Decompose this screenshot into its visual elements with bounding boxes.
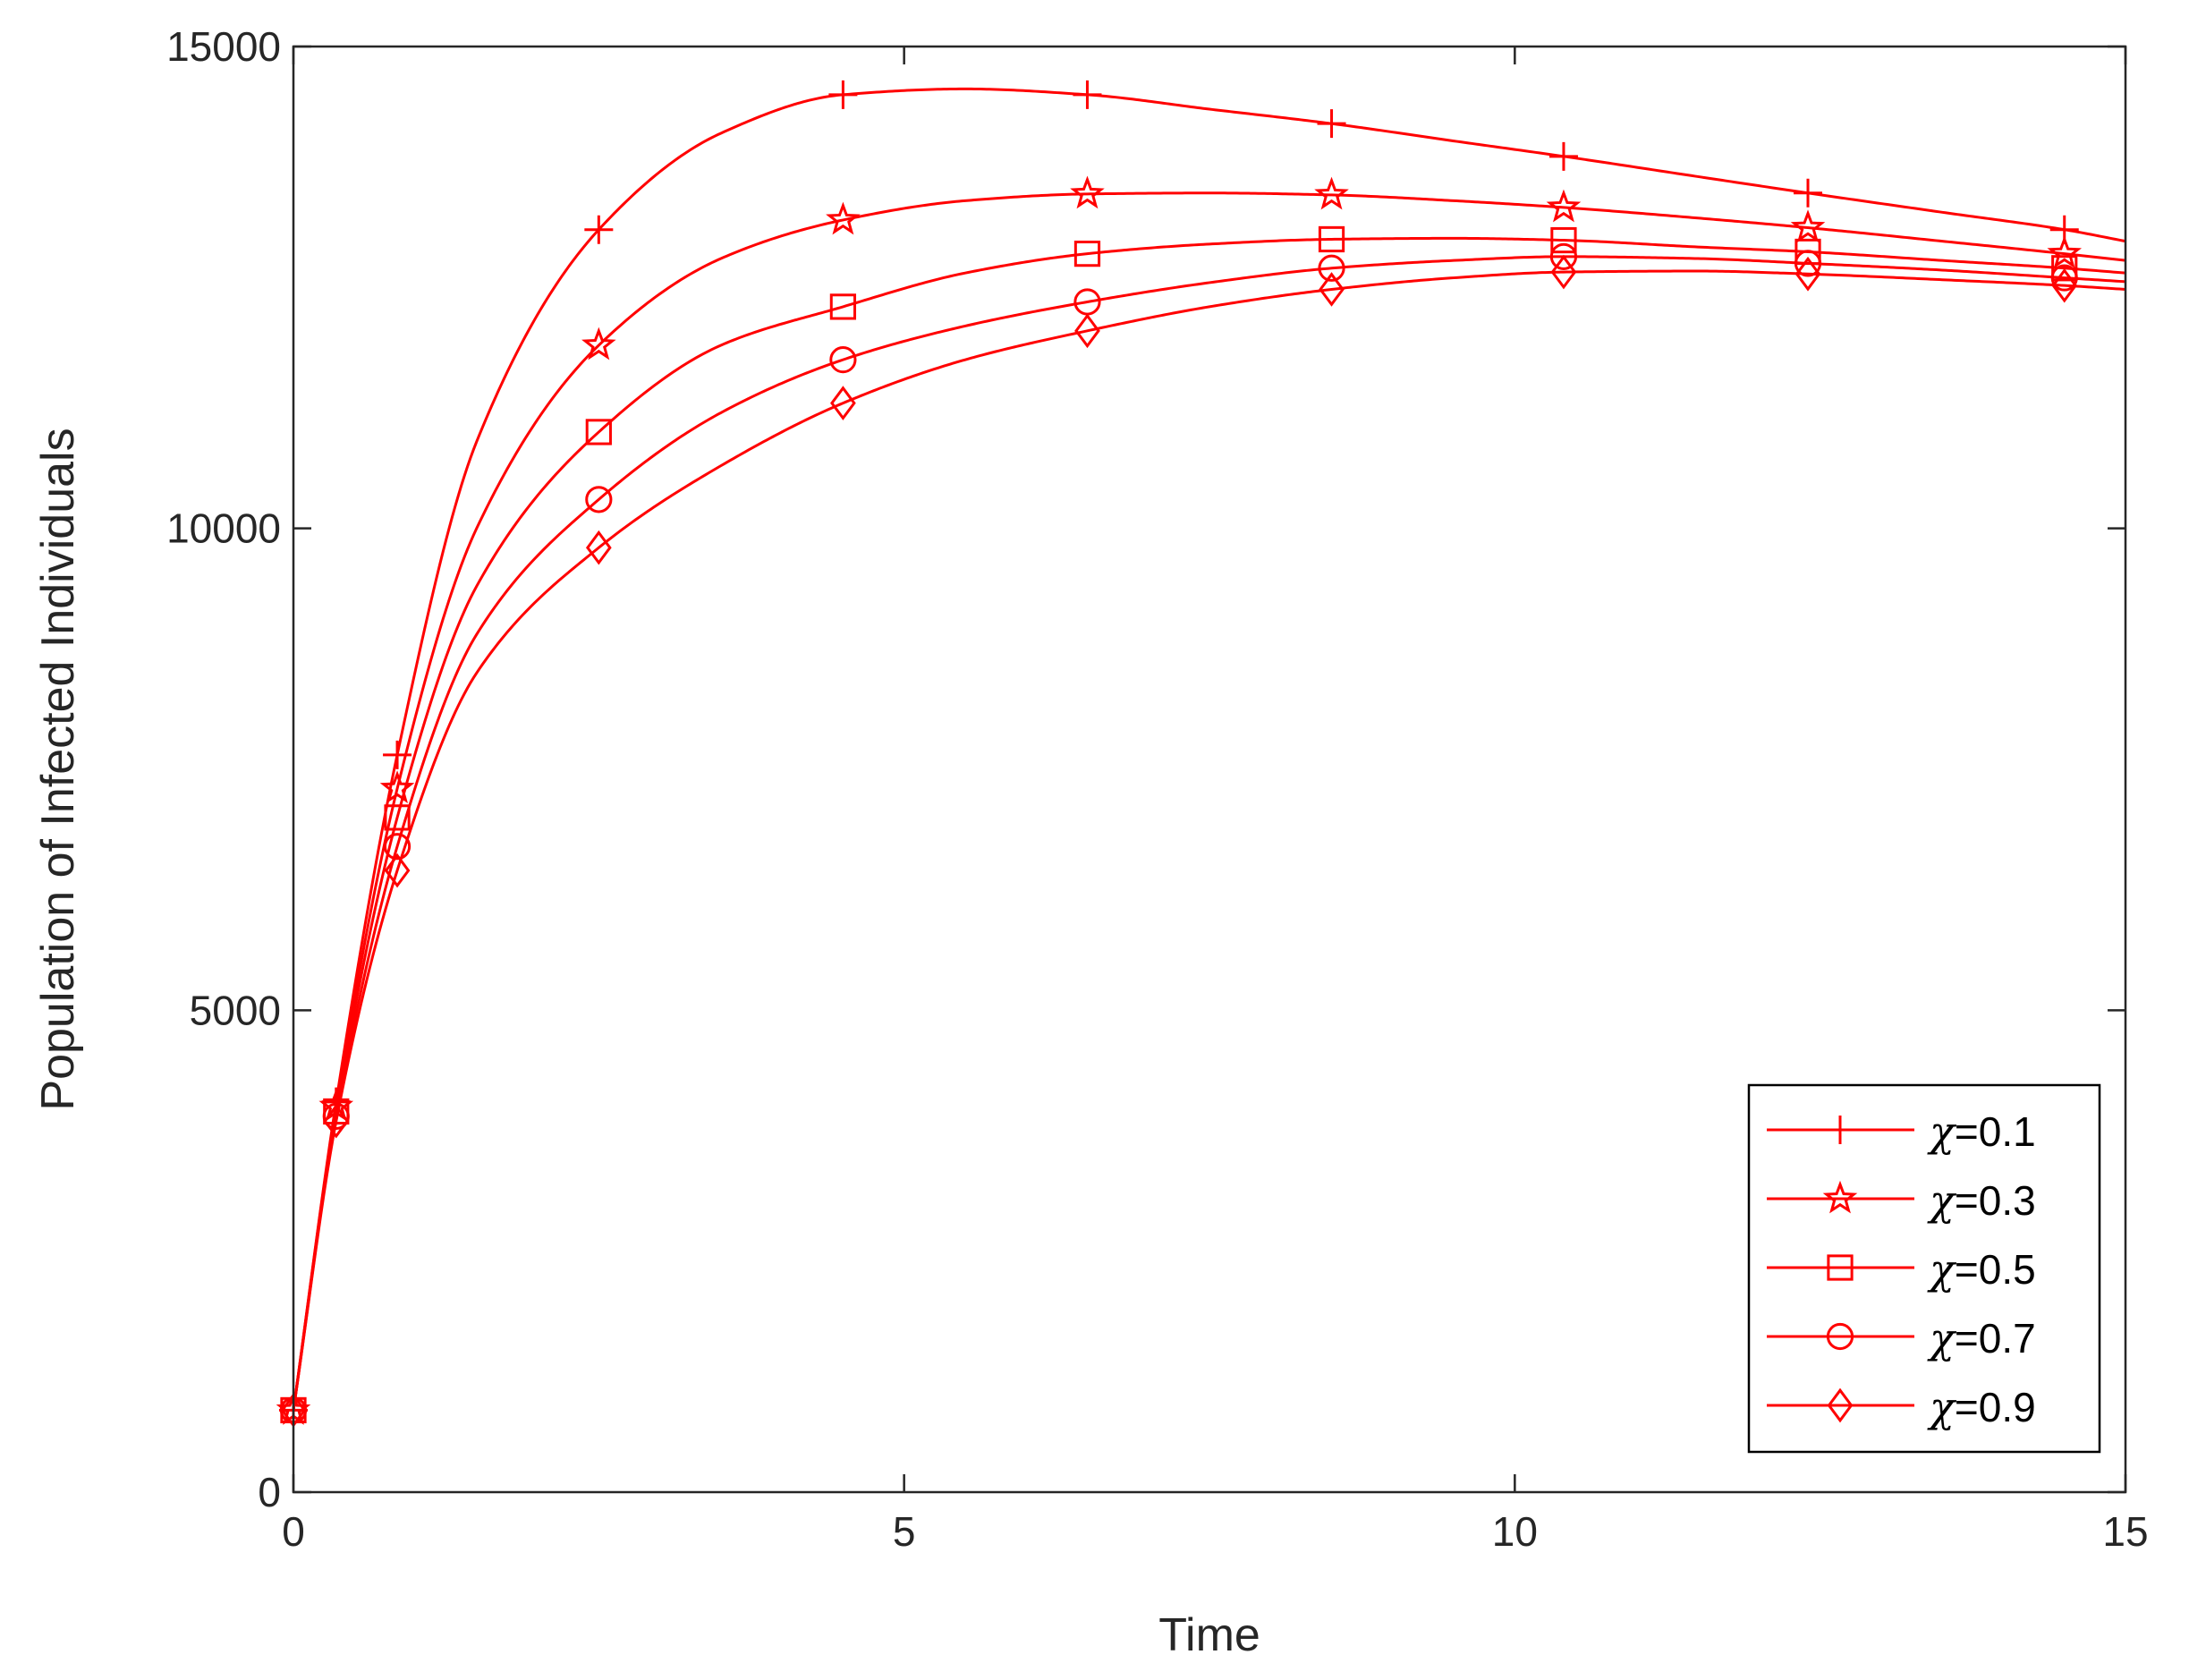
x-axis-title: Time [1158, 1609, 1260, 1661]
y-axis-title: Population of Infected Individuals [32, 428, 84, 1110]
series-4-marker-3 [383, 833, 411, 861]
legend-marker [1826, 1116, 1854, 1144]
legend-item-5: χ=0.9 [1767, 1383, 2036, 1431]
series-5-marker-4 [585, 530, 612, 565]
series-layer [276, 80, 2126, 1428]
y-tick-label: 5000 [190, 987, 281, 1033]
legend-label: χ=0.3 [1927, 1176, 2036, 1225]
series-4-marker-5 [829, 346, 857, 374]
x-tick-label: 5 [893, 1508, 916, 1555]
y-tick-label: 10000 [166, 505, 281, 552]
series-5-marker-8 [1550, 254, 1577, 290]
series-3-marker-7 [1318, 225, 1345, 253]
series-2-marker-9 [1790, 209, 1826, 242]
y-tick-label: 0 [258, 1469, 281, 1515]
legend-label: χ=0.5 [1927, 1245, 2036, 1294]
y-tick-label: 15000 [166, 23, 281, 70]
legend-label: χ=0.7 [1927, 1314, 2036, 1362]
series-1-marker-4 [584, 215, 614, 244]
legend-chi-symbol: χ [1927, 1176, 1957, 1225]
legend-value: =0.7 [1955, 1315, 2036, 1362]
series-3-marker-5 [829, 293, 857, 320]
legend-marker [1827, 1387, 1854, 1423]
series-1-marker-9 [1794, 178, 1823, 208]
x-tick-label: 15 [2102, 1508, 2148, 1555]
legend-box [1747, 1083, 2101, 1454]
series-5-marker-7 [1319, 272, 1345, 307]
series-1-marker-6 [1073, 80, 1102, 109]
series-5 [280, 254, 2126, 1428]
series-1-marker-8 [1548, 141, 1578, 171]
legend-chi-symbol: χ [1927, 1383, 1957, 1431]
axes-layer: 0 5 10 15 0 5000 10000 15000 [166, 23, 2149, 1555]
legend-label: χ=0.1 [1927, 1107, 2036, 1156]
series-3-marker-6 [1073, 241, 1101, 267]
series-2-marker-8 [1546, 189, 1582, 223]
series-2-marker-7 [1314, 176, 1349, 210]
series-4-marker-4 [585, 486, 613, 513]
series-2-marker-4 [581, 327, 616, 361]
legend: χ=0.1χ=0.3χ=0.5χ=0.7χ=0.9 [1747, 1083, 2101, 1454]
series-5-marker-2 [323, 1103, 350, 1139]
series-2-marker-10 [2047, 235, 2083, 269]
series-4-marker-8 [1549, 242, 1578, 270]
series-5-marker-5 [830, 386, 856, 420]
series-5-marker-6 [1074, 313, 1100, 349]
legend-value: =0.3 [1955, 1177, 2036, 1224]
series-4-marker-10 [2050, 264, 2078, 292]
legend-marker [1826, 1322, 1854, 1351]
series-3-marker-8 [1550, 226, 1577, 254]
legend-value: =0.5 [1955, 1246, 2036, 1293]
legend-chi-symbol: χ [1927, 1314, 1957, 1362]
x-tick-label: 10 [1492, 1508, 1538, 1555]
series-2 [276, 175, 2126, 1425]
legend-marker [1822, 1180, 1858, 1214]
series-4-marker-9 [1794, 250, 1822, 277]
legend-marker [1827, 1254, 1854, 1281]
legend-item-3: χ=0.5 [1767, 1245, 2036, 1294]
legend-label: χ=0.9 [1927, 1383, 2036, 1431]
legend-chi-symbol: χ [1927, 1107, 1957, 1156]
series-1-marker-5 [828, 80, 858, 109]
series-5-marker-10 [2051, 267, 2078, 303]
legend-value: =0.1 [1955, 1108, 2036, 1155]
series-3-marker-3 [384, 804, 411, 831]
series-3-marker-4 [585, 419, 612, 445]
series-2-marker-6 [1070, 175, 1105, 209]
axes-box [292, 45, 2127, 1494]
legend-item-4: χ=0.7 [1767, 1314, 2036, 1362]
legend-chi-symbol: χ [1927, 1245, 1957, 1294]
series-4-marker-7 [1318, 254, 1345, 282]
series-line-2 [292, 191, 2126, 1411]
series-1-marker-7 [1317, 109, 1346, 139]
legend-item-1: χ=0.1 [1767, 1107, 2036, 1156]
legend-item-2: χ=0.3 [1767, 1176, 2036, 1225]
series-3-marker-10 [2051, 255, 2078, 282]
x-tick-label: 0 [282, 1508, 305, 1555]
legend-value: =0.9 [1955, 1384, 2036, 1430]
series-5-marker-3 [384, 853, 411, 888]
series-2-marker-5 [826, 201, 861, 235]
series-5-marker-9 [1794, 256, 1821, 292]
